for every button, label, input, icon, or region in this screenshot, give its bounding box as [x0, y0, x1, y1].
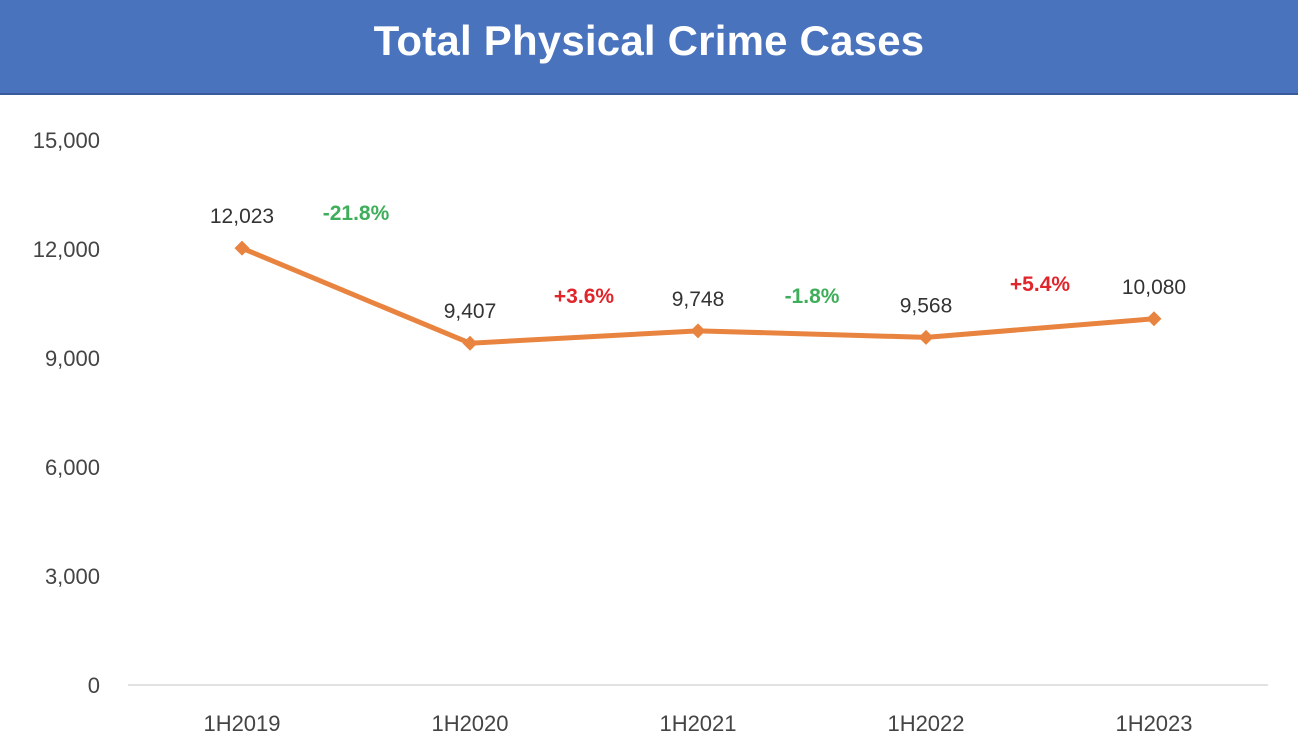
y-tick-label: 15,000: [33, 128, 100, 153]
chart-title: Total Physical Crime Cases: [373, 16, 925, 64]
data-point-marker: [1146, 311, 1162, 327]
data-point-marker: [690, 323, 706, 339]
y-axis: 0 3,000 6,000 9,000 12,000 15,000: [33, 128, 100, 698]
y-tick-label: 3,000: [45, 564, 100, 589]
data-point-marker: [918, 329, 934, 345]
change-label: -21.8%: [323, 202, 390, 225]
y-tick-label: 0: [88, 673, 100, 698]
change-label: +3.6%: [554, 285, 614, 308]
x-tick-label: 1H2021: [659, 711, 736, 736]
change-label: +5.4%: [1010, 273, 1070, 296]
change-label: -1.8%: [785, 285, 840, 308]
y-tick-label: 12,000: [33, 237, 100, 262]
label-group: 12,023 9,407 9,748 9,568 10,080 -21.8% +3.6% -1…: [210, 202, 1186, 323]
x-tick-label: 1H2019: [203, 711, 280, 736]
data-point-marker: [234, 240, 250, 256]
series-group: [234, 240, 1162, 351]
data-label: 9,407: [444, 300, 497, 323]
x-tick-label: 1H2020: [431, 711, 508, 736]
data-point-marker: [462, 335, 478, 351]
x-tick-label: 1H2022: [887, 711, 964, 736]
data-label: 12,023: [210, 205, 274, 228]
data-label: 10,080: [1122, 276, 1186, 299]
y-tick-label: 9,000: [45, 346, 100, 371]
x-axis: 1H2019 1H2020 1H2021 1H2022 1H2023: [128, 684, 1268, 736]
x-tick-label: 1H2023: [1115, 711, 1192, 736]
data-label: 9,568: [900, 294, 953, 317]
data-label: 9,748: [672, 288, 725, 311]
y-tick-label: 6,000: [45, 455, 100, 480]
chart-title-bar: Total Physical Crime Cases: [0, 0, 1298, 95]
